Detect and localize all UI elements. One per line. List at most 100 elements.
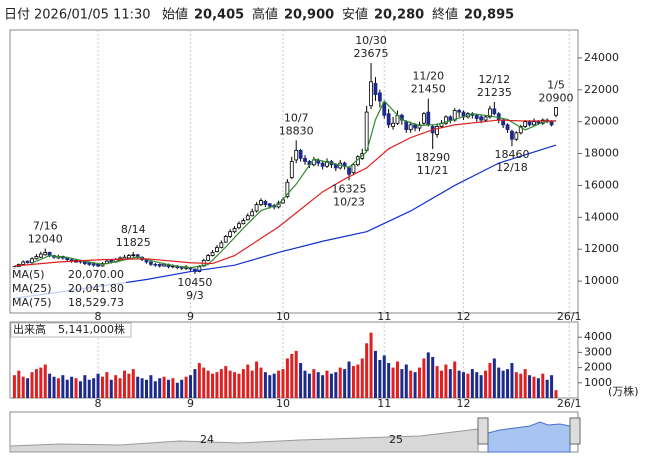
volume-bar — [404, 364, 408, 398]
volume-bar — [475, 372, 479, 398]
volume-bar — [338, 367, 342, 398]
candle-body — [215, 247, 219, 253]
volume-bar — [206, 370, 210, 398]
y-tick-label: 24000 — [584, 51, 619, 64]
volume-bar — [39, 367, 43, 398]
candle-body — [157, 263, 162, 267]
y-tick-label: 10000 — [584, 274, 619, 287]
header: 日付 2026/01/05 11:30 始値 20,405 高値 20,900 安値 20,2… — [4, 7, 514, 23]
volume-bar — [506, 369, 510, 398]
candle-body — [404, 121, 409, 131]
candle-body — [527, 121, 532, 126]
candle-body — [87, 262, 92, 265]
navigator-handle-right[interactable] — [569, 417, 581, 445]
volume-bar — [167, 379, 171, 398]
annotation-date: 8/14 — [121, 223, 146, 236]
candle-body — [549, 121, 554, 126]
volume-bar — [431, 356, 435, 398]
annotation-value: 11825 — [116, 236, 151, 249]
legend: MA(5) 20,070.00 MA(25) 20,041.80 MA(75) 18,52… — [10, 267, 132, 338]
volume-bar — [444, 364, 448, 398]
candle-body — [91, 263, 96, 266]
candle-body — [245, 215, 250, 221]
x-tick-label: 10 — [276, 310, 290, 323]
volume-bar — [307, 373, 311, 398]
volume-bar — [92, 378, 96, 398]
legend-value: 20,041.80 — [68, 282, 124, 295]
volume-bar — [457, 370, 461, 398]
candle-body — [492, 108, 497, 115]
volume-bar — [153, 381, 157, 398]
annotation-value: 12040 — [28, 233, 63, 246]
navigator-range — [487, 421, 571, 453]
candle-body — [382, 102, 387, 116]
volume-bar — [523, 369, 527, 398]
volume-bar — [312, 369, 316, 398]
volume-bar — [61, 375, 65, 398]
volume-bar — [197, 363, 201, 398]
volume-bar — [52, 376, 56, 398]
candle-body — [232, 228, 237, 233]
volume-bar — [536, 378, 540, 398]
candle-body — [514, 132, 519, 140]
candle-body — [65, 257, 70, 260]
volume-bar — [360, 358, 364, 398]
candle-body — [126, 255, 131, 259]
volume-bar — [250, 370, 254, 398]
volume-bar — [109, 379, 113, 398]
candle-body — [289, 161, 294, 178]
volume-bar — [215, 372, 219, 398]
header-value: 20,900 — [284, 8, 334, 23]
volume-bar — [96, 373, 100, 398]
annotation-date: 1/5 — [547, 78, 565, 91]
annotation-value: 18830 — [279, 124, 314, 137]
volume-bar — [413, 372, 417, 398]
volume-tick-label: 4000 — [584, 330, 612, 343]
annotation-value: 18460 — [494, 148, 529, 161]
volume-bar — [136, 376, 140, 398]
volume-unit: (万株) — [608, 384, 639, 398]
candle-body — [554, 107, 558, 116]
volume-bar — [12, 375, 16, 398]
price-frame — [9, 29, 579, 314]
y-tick-label: 16000 — [584, 178, 619, 191]
volume-bar — [122, 370, 126, 398]
volume-bar — [356, 364, 360, 398]
candle-body — [417, 124, 422, 129]
volume-bar — [193, 369, 197, 398]
volume-bar — [378, 360, 382, 398]
candle-body — [421, 113, 426, 124]
header-label: 始値 — [162, 7, 188, 23]
candle-body — [377, 92, 382, 102]
volume-bar — [202, 367, 206, 398]
volume-bar — [162, 376, 166, 398]
x-tick-label: 26/1 — [557, 310, 582, 323]
candle-body — [435, 126, 440, 135]
volume-bar — [228, 370, 232, 398]
candle-body — [241, 220, 246, 225]
volume-bar — [149, 375, 153, 398]
volume-bar — [395, 361, 399, 398]
volume-bar — [488, 363, 492, 398]
candle-body — [131, 254, 136, 257]
navigator-handle-left[interactable] — [477, 417, 489, 445]
candle-body — [488, 108, 492, 118]
header-value: 20,895 — [464, 8, 514, 23]
ma-line — [14, 119, 556, 267]
candle-body — [96, 263, 100, 267]
candle-body — [505, 124, 510, 131]
header-value: 20,405 — [194, 8, 244, 23]
volume-bar — [510, 363, 514, 398]
x-tick-label: 9 — [187, 397, 194, 410]
volume-bar — [30, 372, 34, 398]
candle-body — [153, 263, 158, 266]
volume-bar — [87, 379, 91, 398]
volume-bar — [303, 370, 307, 398]
candle-body — [452, 110, 457, 121]
volume-bar — [140, 378, 144, 398]
volume-tick-label: 1000 — [584, 376, 612, 389]
volume-bar — [34, 369, 38, 398]
candle-body — [294, 149, 299, 161]
legend-value: 18,529.73 — [68, 296, 124, 309]
annotation-value: 23675 — [354, 47, 389, 60]
